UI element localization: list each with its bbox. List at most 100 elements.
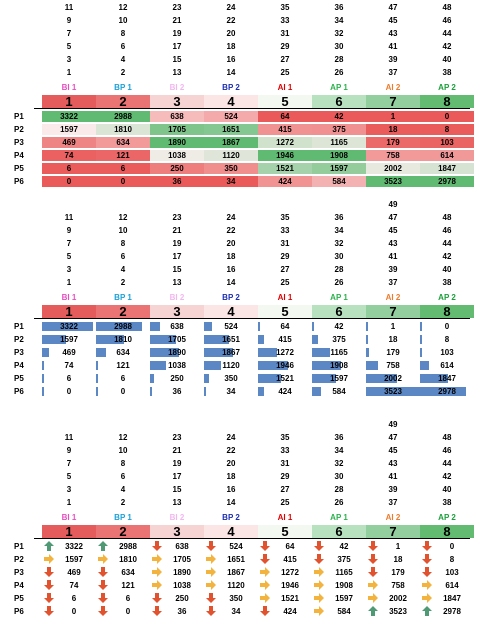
- column-header: 8: [420, 95, 474, 108]
- heatmap-cell: 1847: [420, 163, 474, 174]
- data-bar: [96, 348, 106, 357]
- data-bar: [42, 348, 49, 357]
- arrow-value: 6: [125, 594, 131, 603]
- data-bar: [96, 335, 124, 344]
- data-bar: [258, 374, 281, 383]
- down-arrow-icon: [206, 541, 216, 551]
- arrow-value: 375: [337, 555, 351, 564]
- stack-number: 35: [280, 213, 290, 222]
- stack-number: 21: [172, 16, 182, 25]
- data-bar: [150, 348, 179, 357]
- data-bar: [312, 348, 330, 357]
- series-label: BP 2: [222, 513, 240, 522]
- heatmap-cell: 2978: [420, 176, 474, 187]
- stack-number: 36: [334, 433, 344, 442]
- row-label: P3: [14, 138, 24, 147]
- stack-number: 1: [66, 68, 72, 77]
- series-label: AP 1: [330, 513, 348, 522]
- heatmap-cell: 634: [96, 137, 150, 148]
- arrow-value: 36: [177, 607, 187, 616]
- right-arrow-icon: [206, 580, 216, 590]
- column-header: 3: [150, 525, 204, 538]
- arrow-value: 179: [391, 568, 405, 577]
- bar-value: 1810: [114, 335, 132, 344]
- heatmap-cell: 74: [42, 150, 96, 161]
- arrow-value: 18: [393, 555, 403, 564]
- data-bar: [420, 387, 466, 396]
- right-arrow-icon: [44, 554, 54, 564]
- bar-value: 250: [170, 374, 184, 383]
- data-bar: [204, 348, 233, 357]
- stack-number: 40: [442, 265, 452, 274]
- arrow-value: 1521: [281, 594, 299, 603]
- heatmap-cell: 758: [366, 150, 420, 161]
- stack-number: 11: [64, 433, 74, 442]
- stack-number: 27: [280, 265, 290, 274]
- right-arrow-icon: [368, 580, 378, 590]
- heatmap-cell: 2002: [366, 163, 420, 174]
- right-arrow-icon: [314, 593, 324, 603]
- right-arrow-icon: [314, 606, 324, 616]
- bar-value: 121: [116, 361, 130, 370]
- data-bar: [366, 374, 397, 383]
- stack-number: 8: [120, 29, 126, 38]
- column-header: 5: [258, 95, 312, 108]
- heatmap-cell: 1705: [150, 124, 204, 135]
- bar-value: 6: [66, 374, 72, 383]
- down-arrow-icon: [152, 593, 162, 603]
- arrow-value: 1810: [119, 555, 137, 564]
- up-arrow-icon: [44, 541, 54, 551]
- heatmap-cell: 2988: [96, 111, 150, 122]
- stack-number: 18: [226, 252, 236, 261]
- series-label: AI 1: [277, 83, 293, 92]
- stack-number: 43: [388, 239, 398, 248]
- bar-value: 1: [390, 322, 396, 331]
- stack-number: 43: [388, 29, 398, 38]
- stack-number: 41: [388, 42, 398, 51]
- series-label: BP 1: [114, 293, 132, 302]
- stack-number: 30: [334, 252, 344, 261]
- arrow-value: 1651: [227, 555, 245, 564]
- row-label: P6: [14, 387, 24, 396]
- data-bar: [312, 387, 321, 396]
- stack-number: 6: [120, 252, 126, 261]
- series-label: AP 1: [330, 293, 348, 302]
- data-bar: [150, 322, 160, 331]
- stack-number: 9: [66, 446, 72, 455]
- data-bar: [204, 361, 221, 370]
- stack-number: 25: [280, 68, 290, 77]
- stack-number: 7: [66, 29, 72, 38]
- stack-number: 26: [334, 498, 344, 507]
- down-arrow-icon: [422, 554, 432, 564]
- stack-number: 14: [226, 278, 236, 287]
- bar-value: 64: [280, 322, 290, 331]
- bar-value: 2002: [384, 374, 402, 383]
- stack-number: 35: [280, 3, 290, 12]
- down-arrow-icon: [206, 606, 216, 616]
- heatmap-cell: 18: [366, 124, 420, 135]
- stack-number: 30: [334, 472, 344, 481]
- arrow-value: 469: [67, 568, 81, 577]
- arrow-value: 74: [69, 581, 79, 590]
- series-label: BI 1: [61, 83, 77, 92]
- stack-number: 12: [118, 433, 128, 442]
- right-arrow-icon: [314, 580, 324, 590]
- stack-number: 15: [172, 265, 182, 274]
- stack-number: 21: [172, 226, 182, 235]
- stack-number: 42: [442, 42, 452, 51]
- stack-number: 24: [226, 213, 236, 222]
- heatmap-cell: 179: [366, 137, 420, 148]
- stack-number: 3: [66, 265, 72, 274]
- bar-value: 1867: [222, 348, 240, 357]
- bar-value: 1597: [330, 374, 348, 383]
- stack-number: 21: [172, 446, 182, 455]
- data-bar: [258, 335, 264, 344]
- bar-value: 415: [278, 335, 292, 344]
- stack-number: 29: [280, 472, 290, 481]
- data-bar: [258, 322, 260, 331]
- stack-number: 26: [334, 68, 344, 77]
- down-arrow-icon: [98, 593, 108, 603]
- stack-number: 19: [172, 29, 182, 38]
- column-header: 4: [204, 95, 258, 108]
- arrow-value: 638: [175, 542, 189, 551]
